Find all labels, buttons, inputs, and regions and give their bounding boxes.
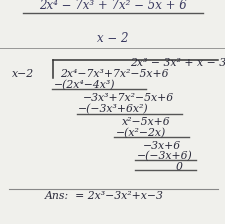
- Text: x²−5x+6: x²−5x+6: [122, 117, 170, 127]
- Text: −(x²−2x): −(x²−2x): [116, 128, 166, 138]
- Text: −(−3x³+6x²): −(−3x³+6x²): [78, 104, 148, 114]
- Text: x − 2: x − 2: [97, 32, 128, 45]
- Text: x−2: x−2: [12, 69, 34, 79]
- Text: −3x³+7x²−5x+6: −3x³+7x²−5x+6: [83, 93, 174, 103]
- Text: −(2x⁴−4x³): −(2x⁴−4x³): [54, 80, 115, 90]
- Text: 2x⁴−7x³+7x²−5x+6: 2x⁴−7x³+7x²−5x+6: [60, 69, 168, 79]
- Text: 2x⁴ − 7x³ + 7x² − 5x + 6: 2x⁴ − 7x³ + 7x² − 5x + 6: [39, 0, 186, 12]
- Text: −3x+6: −3x+6: [143, 141, 181, 151]
- Text: Ans:  = 2x³−3x²+x−3: Ans: = 2x³−3x²+x−3: [45, 191, 164, 201]
- Text: 0: 0: [176, 162, 182, 172]
- Text: 2x³ − 3x² + x − 3: 2x³ − 3x² + x − 3: [130, 58, 225, 68]
- Text: −(−3x+6): −(−3x+6): [137, 151, 193, 161]
